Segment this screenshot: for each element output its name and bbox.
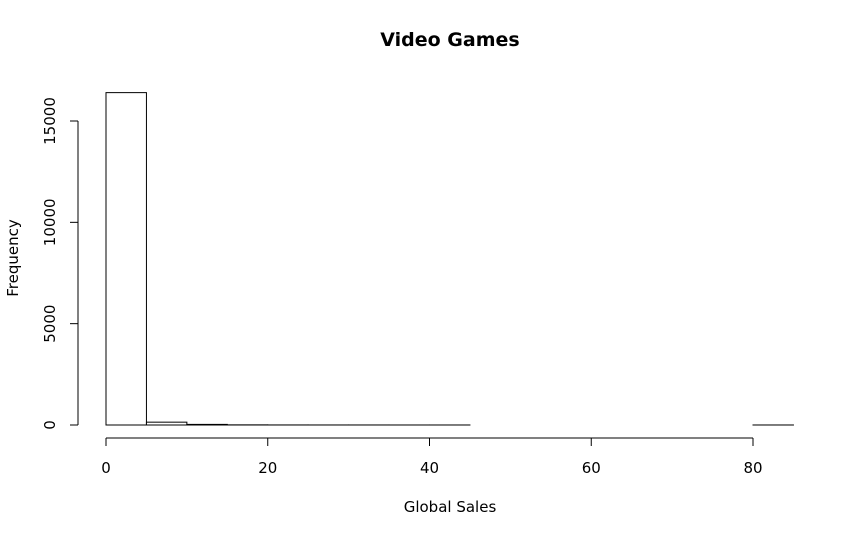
x-axis-label: Global Sales [404,498,497,516]
x-tick-label: 40 [420,459,439,477]
y-tick-label: 0 [41,420,59,430]
y-tick-label: 5000 [41,305,59,343]
bars-group [105,92,794,426]
chart-title: Video Games [380,29,519,51]
y-axis-label: Frequency [4,219,22,297]
y-tick-label: 10000 [41,198,59,246]
y-axis: 0 5000 10000 15000 [41,97,79,430]
x-axis: 0 20 40 60 80 [101,437,763,477]
x-tick-label: 0 [101,459,111,477]
y-tick-label: 15000 [41,97,59,145]
histogram-bar [186,423,228,426]
x-tick-label: 60 [582,459,601,477]
x-tick-label: 80 [743,459,762,477]
histogram-bar [145,421,188,426]
x-tick-label: 20 [258,459,277,477]
histogram-bar [105,92,147,426]
